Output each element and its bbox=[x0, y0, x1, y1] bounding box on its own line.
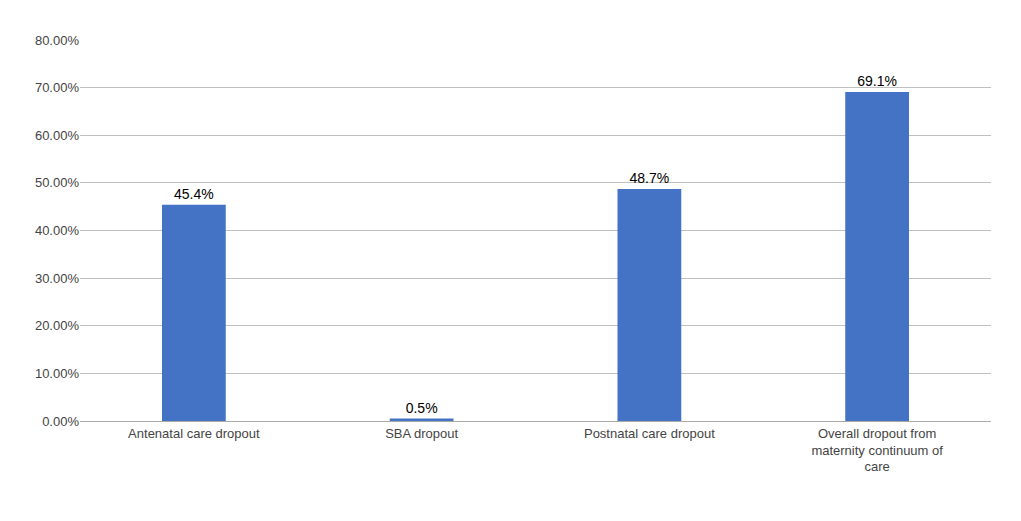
svg-text:45.4%: 45.4% bbox=[174, 186, 214, 202]
svg-text:Postnatal care dropout: Postnatal care dropout bbox=[584, 426, 715, 441]
svg-text:69.1%: 69.1% bbox=[857, 73, 897, 89]
svg-text:70.00%: 70.00% bbox=[35, 80, 80, 95]
svg-text:48.7%: 48.7% bbox=[630, 170, 670, 186]
svg-text:Antenatal care dropout: Antenatal care dropout bbox=[128, 426, 260, 441]
svg-text:10.00%: 10.00% bbox=[35, 366, 80, 381]
svg-text:SBA dropout: SBA dropout bbox=[385, 426, 458, 441]
svg-text:60.00%: 60.00% bbox=[35, 128, 80, 143]
svg-text:50.00%: 50.00% bbox=[35, 175, 80, 190]
svg-text:40.00%: 40.00% bbox=[35, 223, 80, 238]
svg-text:30.00%: 30.00% bbox=[35, 271, 80, 286]
svg-text:Overall dropout frommaternity: Overall dropout frommaternity continuum … bbox=[811, 426, 943, 475]
svg-text:0.00%: 0.00% bbox=[42, 414, 79, 429]
svg-text:0.5%: 0.5% bbox=[406, 400, 438, 416]
svg-text:80.00%: 80.00% bbox=[35, 33, 80, 48]
svg-text:20.00%: 20.00% bbox=[35, 318, 80, 333]
